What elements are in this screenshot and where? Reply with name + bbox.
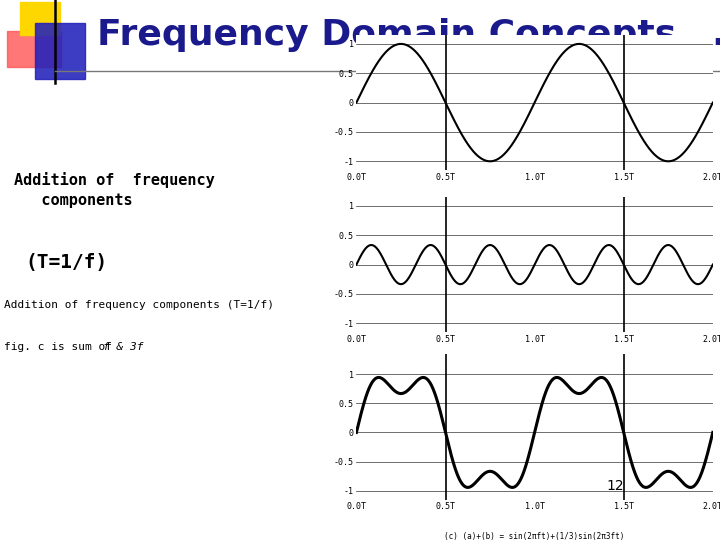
Text: f & 3f: f & 3f	[102, 342, 143, 353]
Text: fig. c is sum of: fig. c is sum of	[4, 342, 118, 353]
Text: (a) sin (2πft): (a) sin (2πft)	[503, 200, 567, 209]
Bar	[35, 23, 85, 79]
Text: (b) (1/3) sin (2π3ft): (b) (1/3) sin (2π3ft)	[486, 362, 583, 371]
Text: Frequency Domain Concepts …cont.: Frequency Domain Concepts …cont.	[97, 18, 720, 51]
Bar	[20, 2, 60, 35]
Text: (c) (a)+(b) = sin(2πft)+(1/3)sin(2π3ft): (c) (a)+(b) = sin(2πft)+(1/3)sin(2π3ft)	[444, 531, 625, 540]
Text: Addition of  frequency
   components: Addition of frequency components	[14, 172, 215, 207]
Text: (T=1/f): (T=1/f)	[25, 253, 107, 272]
Text: 12: 12	[607, 479, 624, 493]
Text: Addition of frequency components (T=1/f): Addition of frequency components (T=1/f)	[4, 300, 274, 310]
Bar	[7, 31, 61, 68]
